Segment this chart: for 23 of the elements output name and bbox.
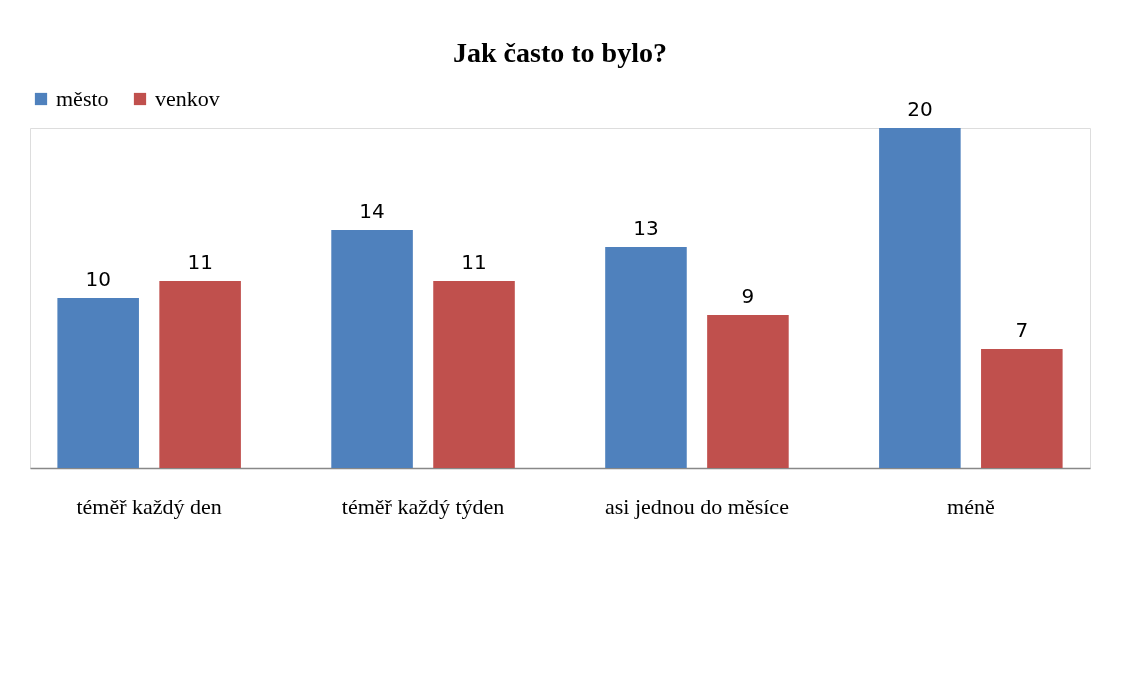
data-label: 11: [187, 250, 213, 274]
data-label: 10: [85, 267, 111, 291]
legend-label: město: [56, 86, 109, 111]
data-label: 13: [633, 216, 659, 240]
bar: [57, 298, 139, 468]
data-label: 11: [461, 250, 487, 274]
data-label: 7: [1015, 318, 1029, 342]
bar: [707, 315, 789, 468]
x-tick-label: téměř každý den: [76, 493, 222, 519]
data-label: 14: [359, 199, 385, 223]
data-label: 20: [907, 97, 933, 121]
bar: [433, 281, 515, 468]
bar: [981, 349, 1063, 468]
bar: [331, 230, 413, 468]
legend-label: venkov: [155, 86, 220, 111]
x-tick-label: téměř každý týden: [341, 493, 505, 519]
chart-title: Jak často to bylo?: [453, 37, 667, 68]
data-label: 9: [741, 284, 755, 308]
x-tick-label: méně: [947, 493, 995, 519]
bar: [159, 281, 241, 468]
bar: [605, 247, 687, 468]
bar: [879, 128, 961, 468]
x-tick-label: asi jednou do měsíce: [605, 493, 789, 519]
